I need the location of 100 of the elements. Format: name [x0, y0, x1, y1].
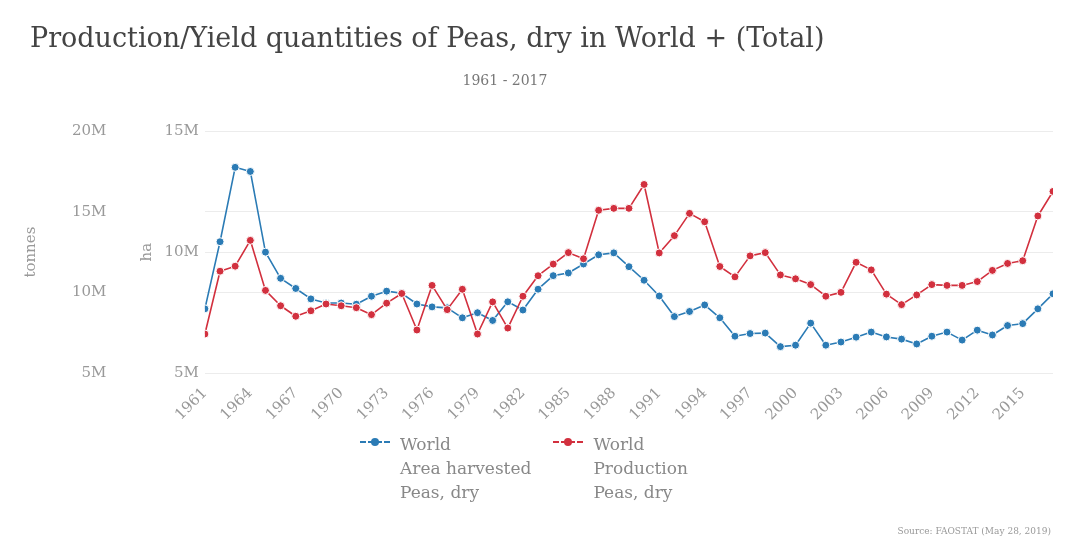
point: [639, 275, 649, 285]
point: [639, 179, 649, 189]
point: [972, 277, 982, 287]
point: [230, 261, 240, 271]
point: [245, 235, 255, 245]
point: [760, 328, 770, 338]
point: [745, 329, 755, 339]
point: [715, 313, 725, 323]
point: [927, 331, 937, 341]
point: [1033, 211, 1043, 221]
point: [503, 323, 513, 333]
point: [927, 280, 937, 290]
point: [260, 247, 270, 257]
source-note: Source: FAOSTAT (May 28, 2019): [897, 526, 1051, 536]
point: [306, 306, 316, 316]
point: [987, 265, 997, 275]
point: [791, 340, 801, 350]
point: [488, 315, 498, 325]
point: [533, 284, 543, 294]
y2-axis-title: ha: [137, 242, 156, 262]
point: [1018, 256, 1028, 266]
point: [412, 299, 422, 309]
y-tick-label: 15M: [71, 201, 107, 220]
point: [260, 285, 270, 295]
point: [881, 332, 891, 342]
point: [730, 272, 740, 282]
point: [1033, 304, 1043, 314]
chart-title: Production/Yield quantities of Peas, dry in World + (Total): [30, 22, 825, 53]
point: [382, 286, 392, 296]
point: [306, 294, 316, 304]
legend-label: World Production Peas, dry: [593, 433, 688, 504]
y2-tick-label: 15M: [164, 120, 199, 139]
point: [775, 342, 785, 352]
point: [624, 203, 634, 213]
point: [669, 231, 679, 241]
point: [821, 291, 831, 301]
point: [412, 325, 422, 335]
point: [548, 271, 558, 281]
point: [987, 330, 997, 340]
point: [851, 332, 861, 342]
chart-subtitle: 1961 - 2017: [461, 72, 549, 88]
point: [488, 297, 498, 307]
point: [806, 280, 816, 290]
point: [1018, 319, 1028, 329]
point: [972, 325, 982, 335]
point: [836, 337, 846, 347]
point: [382, 298, 392, 308]
point: [942, 280, 952, 290]
y-tick-label: 20M: [71, 120, 107, 139]
point: [291, 283, 301, 293]
point: [457, 313, 467, 323]
point: [669, 312, 679, 322]
point: [912, 339, 922, 349]
point: [473, 308, 482, 318]
point: [518, 291, 528, 301]
point: [366, 291, 376, 301]
point: [654, 291, 664, 301]
point: [594, 205, 604, 215]
point: [897, 300, 907, 310]
point: [624, 262, 634, 272]
point: [957, 280, 967, 290]
point: [745, 251, 755, 261]
point: [897, 334, 907, 344]
point: [579, 254, 589, 264]
point: [609, 203, 619, 213]
point: [806, 318, 816, 328]
y-tick-label: 5M: [81, 363, 107, 382]
point: [533, 271, 543, 281]
point: [866, 327, 876, 337]
point: [366, 310, 376, 320]
point: [836, 287, 846, 297]
point: [942, 327, 952, 337]
point: [230, 162, 240, 172]
point: [851, 257, 861, 267]
point: [563, 248, 573, 258]
y-tick-label: 10M: [71, 282, 107, 301]
point: [775, 270, 785, 280]
point: [700, 300, 710, 310]
point: [276, 301, 286, 311]
y2-tick-label: 10M: [164, 242, 199, 261]
point: [821, 340, 831, 350]
point: [912, 290, 922, 300]
point: [881, 289, 891, 299]
point: [518, 305, 528, 315]
point: [563, 268, 573, 278]
point: [457, 284, 467, 294]
point: [957, 335, 967, 345]
point: [685, 208, 695, 218]
point: [715, 262, 725, 272]
point: [730, 331, 740, 341]
point: [427, 280, 437, 290]
point: [866, 265, 876, 275]
point: [1003, 258, 1013, 268]
point: [427, 302, 437, 312]
point: [276, 273, 286, 283]
point: [760, 248, 770, 258]
y-axis-title: tonnes: [20, 226, 39, 278]
point: [473, 329, 482, 339]
point: [791, 274, 801, 284]
point: [503, 297, 513, 307]
